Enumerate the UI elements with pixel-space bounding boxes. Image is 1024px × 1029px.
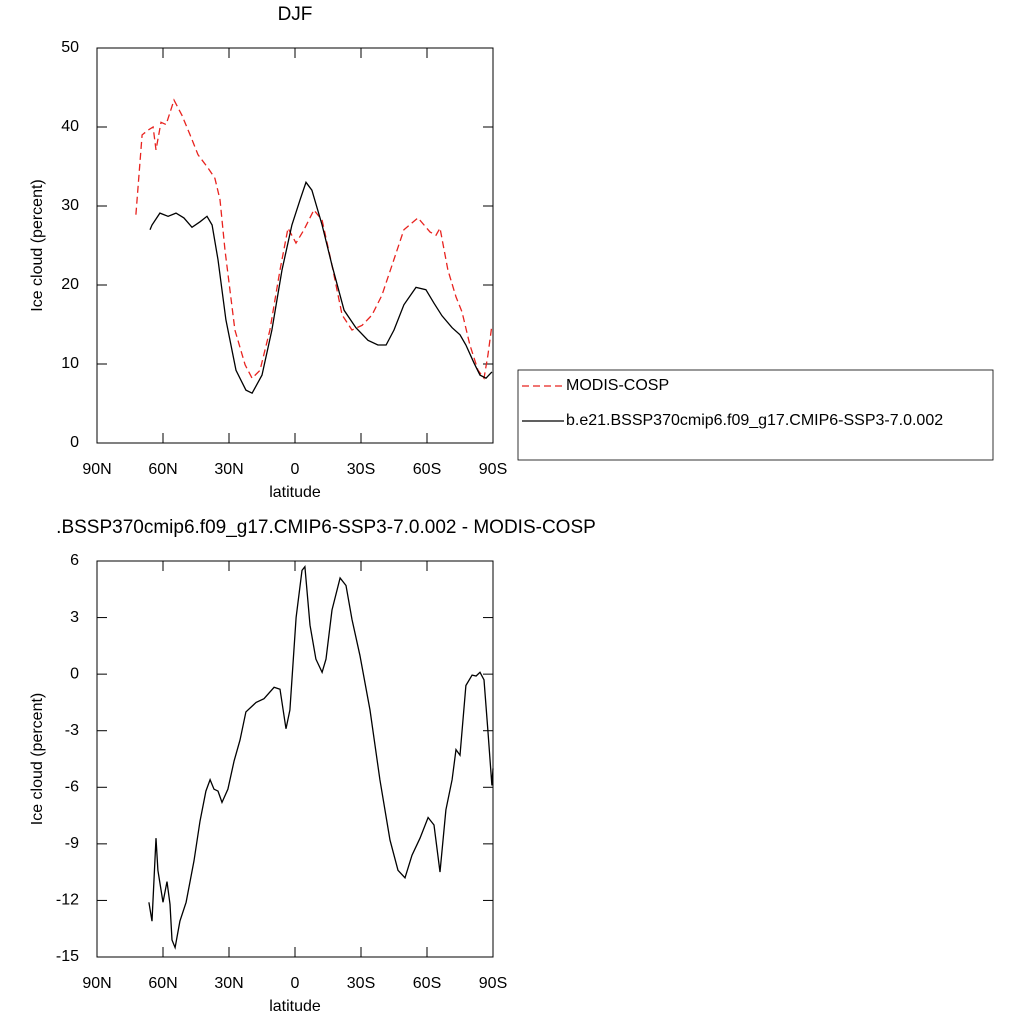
plot-frame [96, 560, 494, 958]
x-tick-label: 60N [148, 975, 177, 992]
y-tick-label: -15 [56, 948, 79, 965]
y-tick-label: 6 [70, 552, 79, 569]
y-tick-label: 30 [61, 197, 79, 214]
data-line [148, 565, 494, 950]
y-axis-label: Ice cloud (percent) [29, 693, 46, 826]
y-tick-label: 10 [61, 355, 79, 372]
x-axis-label: latitude [269, 998, 321, 1015]
chart-title: DJF [278, 4, 313, 25]
x-tick-label: 60N [148, 461, 177, 478]
y-tick-label: 50 [61, 39, 79, 56]
x-axis-label: latitude [269, 484, 321, 501]
x-tick-label: 30N [214, 461, 243, 478]
y-tick-label: 40 [61, 118, 79, 135]
data-line [149, 180, 493, 395]
legend-label: MODIS-COSP [566, 377, 669, 394]
y-tick-label: 0 [70, 434, 79, 451]
plot-frame [96, 47, 494, 444]
y-tick-label: 0 [70, 665, 79, 682]
x-tick-label: 60S [413, 461, 441, 478]
x-tick-label: 90S [479, 461, 507, 478]
x-tick-label: 0 [291, 975, 300, 992]
legend-box [517, 369, 994, 461]
legend-label: b.e21.BSSP370cmip6.f09_g17.CMIP6-SSP3-7.… [566, 412, 943, 429]
data-line [135, 98, 493, 380]
y-tick-label: 20 [61, 276, 79, 293]
chart-title: .BSSP370cmip6.f09_g17.CMIP6-SSP3-7.0.002… [56, 517, 596, 538]
y-tick-label: -9 [65, 835, 79, 852]
x-tick-label: 60S [413, 975, 441, 992]
y-tick-label: 3 [70, 609, 79, 626]
x-tick-label: 90N [82, 975, 111, 992]
x-tick-label: 0 [291, 461, 300, 478]
y-tick-label: -3 [65, 722, 79, 739]
y-tick-label: -12 [56, 892, 79, 909]
x-tick-label: 90N [82, 461, 111, 478]
y-axis-label: Ice cloud (percent) [29, 179, 46, 312]
x-tick-label: 30S [347, 461, 375, 478]
x-tick-label: 30N [214, 975, 243, 992]
x-tick-label: 30S [347, 975, 375, 992]
x-tick-label: 90S [479, 975, 507, 992]
y-tick-label: -6 [65, 779, 79, 796]
